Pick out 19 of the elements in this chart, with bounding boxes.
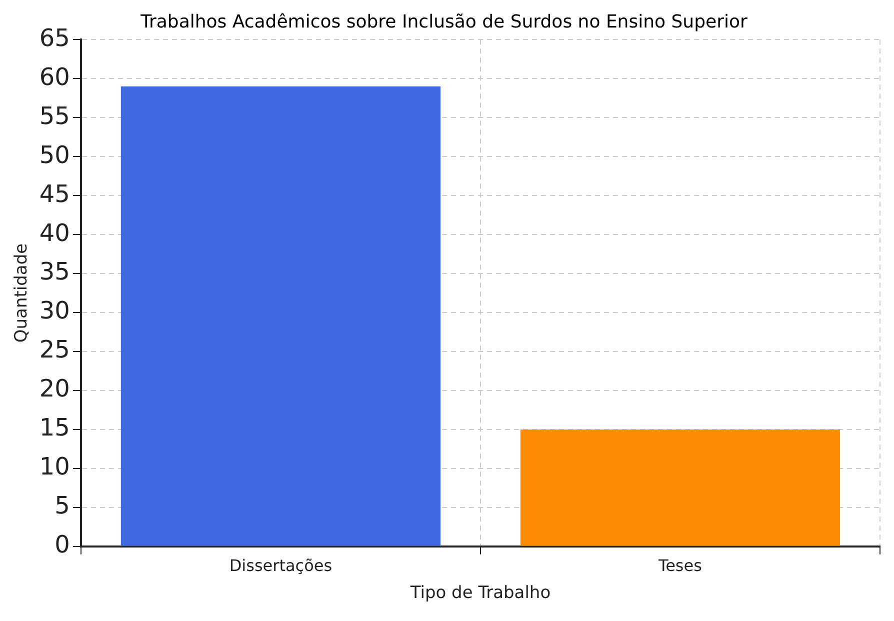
y-tick-label: 15 [39,414,70,442]
x-tick-label: Teses [658,556,702,576]
y-axis-title: Quantidade [12,243,32,343]
y-tick-label: 0 [54,530,70,559]
y-tick-label: 20 [39,374,70,403]
y-tick-label: 25 [39,336,70,364]
y-tick-label: 55 [39,102,70,130]
y-tick-label: 40 [39,218,70,247]
y-tick-label: 45 [39,180,70,208]
y-tick-label: 35 [39,258,70,286]
y-tick-label: 60 [39,62,70,91]
y-tick-label: 65 [39,24,70,52]
y-tick-label: 50 [39,140,70,169]
y-tick-label: 30 [39,296,70,325]
x-axis-title: Tipo de Trabalho [409,583,551,604]
y-tick-label: 5 [54,492,70,520]
y-tick-label: 10 [39,452,70,481]
chart-title: Trabalhos Acadêmicos sobre Inclusão de Surdos no Ensino Superior [140,11,748,32]
x-tick-label: Dissertações [229,556,332,576]
